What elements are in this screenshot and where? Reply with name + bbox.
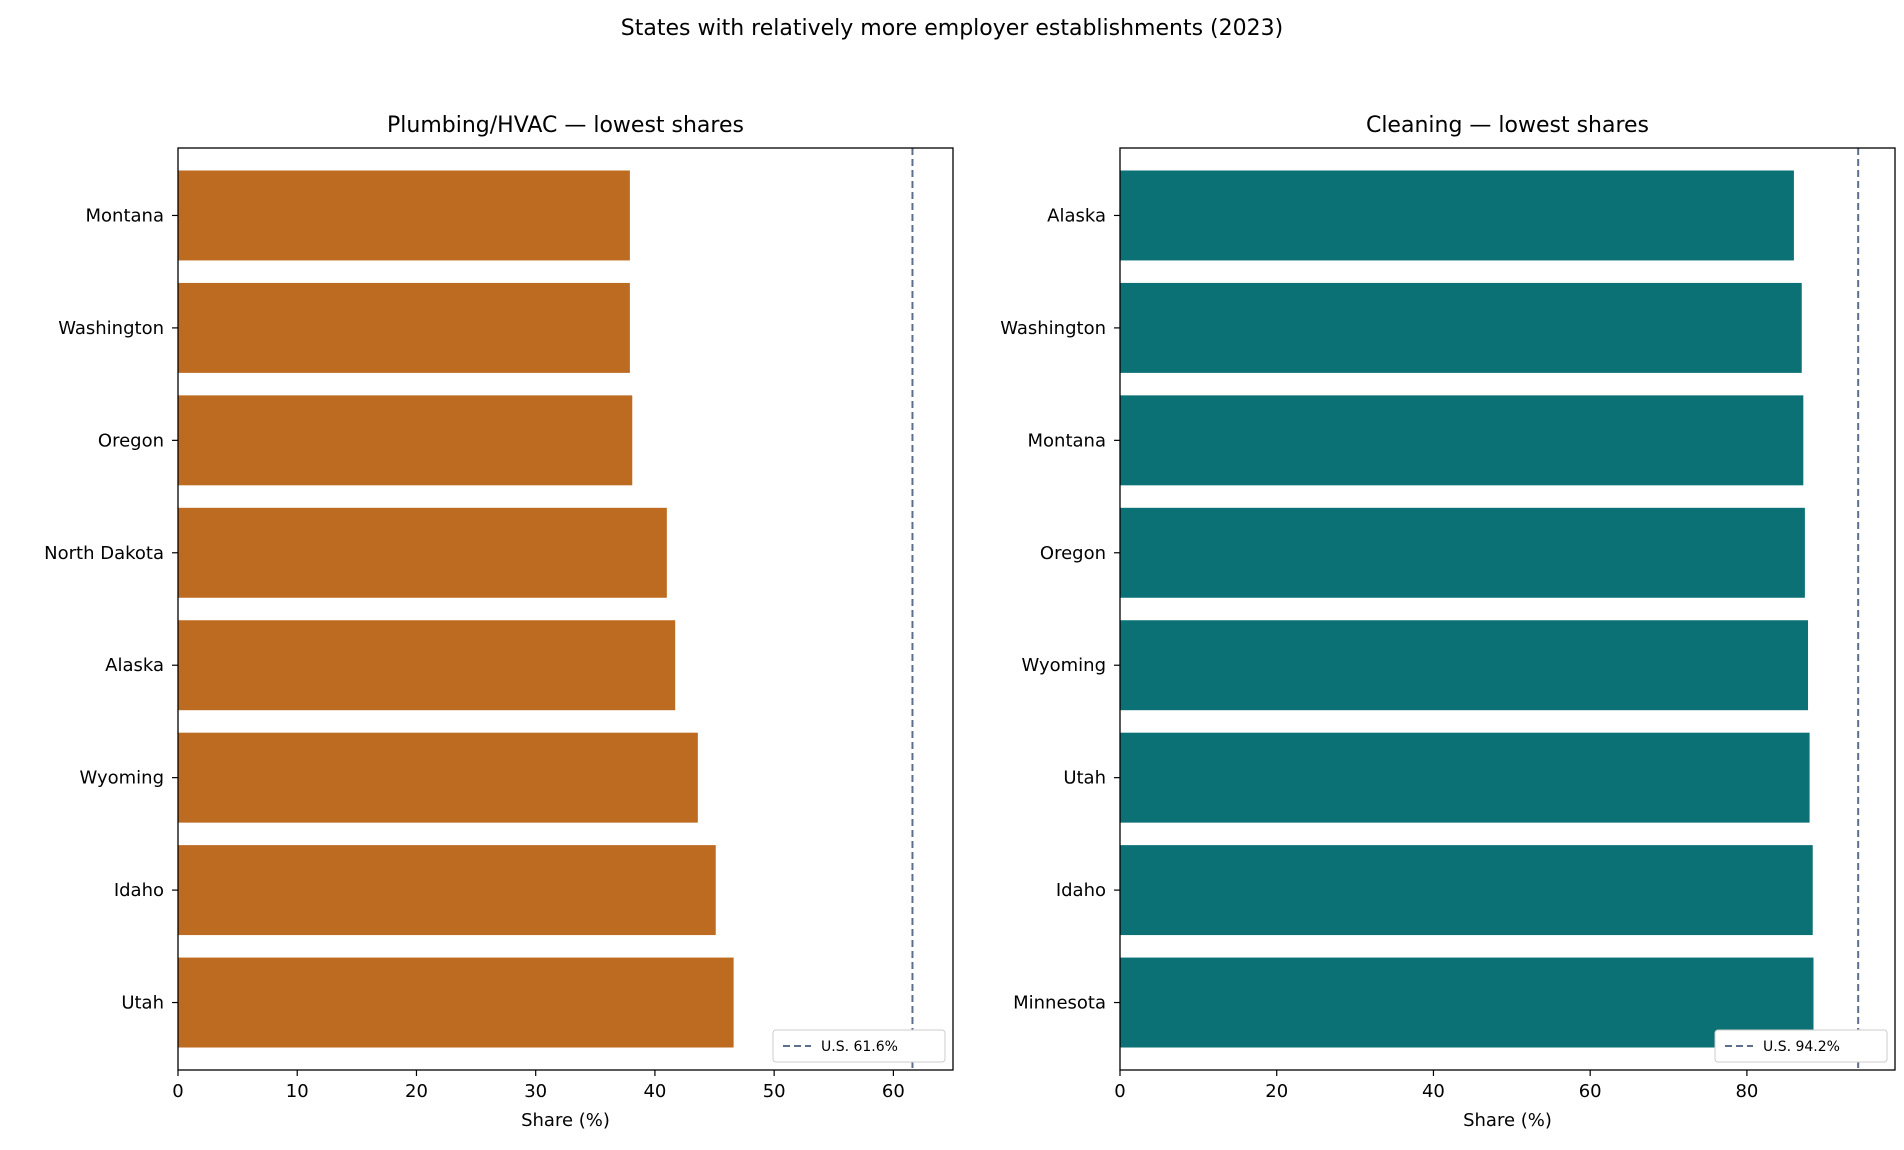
x-tick-label: 0 [1114,1081,1125,1102]
axes-frame [1119,147,1896,1071]
y-tick-label: Oregon [98,430,164,451]
y-tick-label: Idaho [114,880,164,901]
bar-oregon [178,395,633,486]
y-tick-label: Minnesota [1013,993,1106,1014]
bar-montana [1120,395,1804,486]
bar-oregon [1120,507,1805,598]
bar-alaska [1120,170,1794,261]
bar-washington [1120,282,1802,373]
y-tick-label: North Dakota [44,543,164,564]
legend-box [1714,1029,1888,1063]
x-tick-label: 10 [286,1081,309,1102]
y-tick-label: Washington [58,318,164,339]
x-tick-label: 80 [1735,1081,1758,1102]
legend: U.S. 94.2% [1714,1029,1888,1063]
y-tick-label: Utah [121,993,164,1014]
x-tick-label: 60 [1579,1081,1602,1102]
bar-north-dakota [178,507,667,598]
x-tick-label: 20 [1265,1081,1288,1102]
bar-alaska [178,620,676,711]
chart-panel-2: Alaska Washington Montana Oregon Wyoming Utah… [1000,113,1896,1131]
x-tick-label: 60 [882,1081,905,1102]
y-tick-label: Montana [1028,430,1106,451]
x-axis-label: Share (%) [521,1110,610,1131]
charts: Montana Washington Oregon North Dakota Alask… [44,113,1896,1131]
legend-label: U.S. 94.2% [1763,1039,1840,1055]
x-tick-label: 50 [763,1081,786,1102]
bar-idaho [178,845,716,936]
chart-panel-1: Montana Washington Oregon North Dakota Alask… [44,113,954,1131]
axes-frame [177,147,954,1071]
x-tick-label: 0 [172,1081,183,1102]
bar-wyoming [1120,620,1809,711]
y-tick-label: Wyoming [79,768,164,789]
x-tick-label: 40 [643,1081,666,1102]
x-tick-label: 20 [405,1081,428,1102]
legend-label: U.S. 61.6% [821,1039,898,1055]
bar-montana [178,170,630,261]
chart-title: Cleaning — lowest shares [1366,113,1649,138]
bar-idaho [1120,845,1813,936]
y-tick-label: Wyoming [1021,655,1106,676]
legend: U.S. 61.6% [772,1029,946,1063]
y-tick-label: Utah [1063,768,1106,789]
chart-title: Plumbing/HVAC — lowest shares [387,113,744,138]
y-tick-label: Idaho [1056,880,1106,901]
y-tick-label: Alaska [1047,205,1106,226]
x-tick-label: 30 [524,1081,547,1102]
bar-wyoming [178,732,698,823]
bar-washington [178,282,630,373]
bar-minnesota [1120,957,1814,1048]
x-axis-label: Share (%) [1463,1110,1552,1131]
bar-utah [1120,732,1810,823]
y-tick-label: Washington [1000,318,1106,339]
legend-box [772,1029,946,1063]
y-tick-label: Oregon [1040,543,1106,564]
x-tick-label: 40 [1422,1081,1445,1102]
y-tick-label: Alaska [105,655,164,676]
y-tick-label: Montana [86,205,164,226]
figure-title: States with relatively more employer est… [621,16,1283,41]
bar-utah [178,957,734,1048]
